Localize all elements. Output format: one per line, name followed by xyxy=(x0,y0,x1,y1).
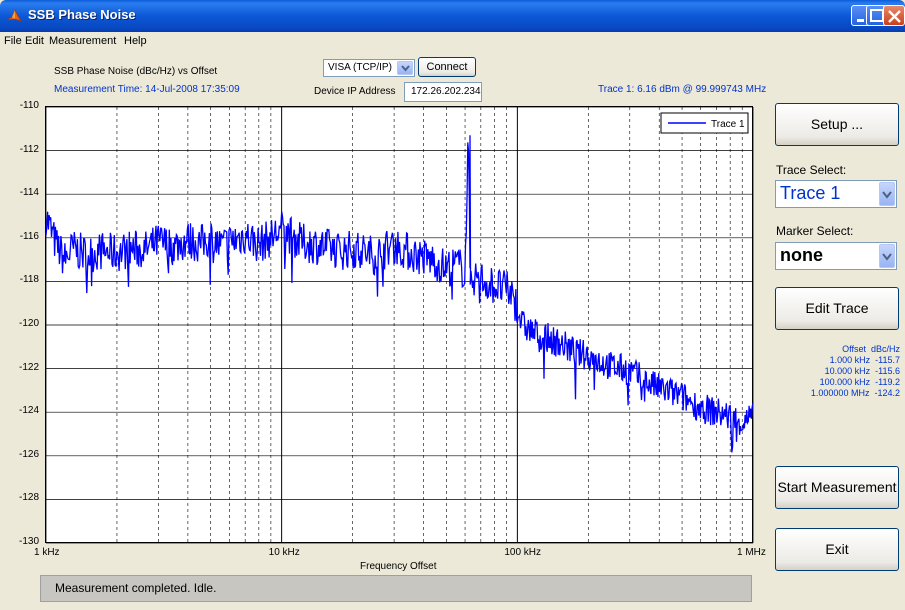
window-title: SSB Phase Noise xyxy=(28,7,136,22)
y-tick-label: -130 xyxy=(18,536,39,547)
close-icon xyxy=(888,10,901,23)
y-tick-label: -116 xyxy=(19,230,39,242)
status-bar: Measurement completed. Idle. xyxy=(40,575,752,602)
trace-select-value: Trace 1 xyxy=(780,183,841,203)
marker-value: -119.2 xyxy=(875,377,900,387)
y-tick-label: -118 xyxy=(19,274,39,286)
x-tick-label: 10 kHz xyxy=(268,547,300,558)
marker-value: -115.6 xyxy=(875,366,900,376)
menu-help[interactable]: Help xyxy=(124,35,147,47)
marker-table: Offset dBc/Hz 1.000 kHz -115.7 10.000 kH… xyxy=(780,344,900,399)
x-axis-label: Frequency Offset xyxy=(360,561,437,572)
menu-measurement[interactable]: Measurement xyxy=(49,35,117,47)
menu-file[interactable]: File xyxy=(4,35,22,47)
trace-1-line xyxy=(45,135,754,453)
marker-value: -124.2 xyxy=(874,388,900,398)
marker-row: 1.000 kHz -115.7 xyxy=(780,355,900,366)
marker-select-label: Marker Select: xyxy=(776,224,854,238)
y-tick-label: -126 xyxy=(18,448,39,460)
device-ip-field[interactable]: 172.26.202.234 xyxy=(404,82,482,102)
interface-select-value: VISA (TCP/IP) xyxy=(328,62,392,73)
marker-header-unit: dBc/Hz xyxy=(870,344,900,354)
interface-dropdown-arrow[interactable] xyxy=(397,61,413,75)
x-tick-label: 1 MHz xyxy=(737,547,766,558)
y-tick-label: -114 xyxy=(19,187,39,199)
connect-button[interactable]: Connect xyxy=(418,57,476,77)
y-tick-label: -110 xyxy=(19,100,39,111)
marker-row: 10.000 kHz -115.6 xyxy=(780,366,900,377)
plot-header-title: SSB Phase Noise (dBc/Hz) vs Offset xyxy=(54,66,218,77)
edit-trace-button[interactable]: Edit Trace xyxy=(775,287,899,330)
marker-table-header: Offset dBc/Hz xyxy=(780,344,900,355)
marker-select[interactable]: none xyxy=(775,242,897,270)
menu-edit[interactable]: Edit xyxy=(25,35,44,47)
chevron-down-icon xyxy=(882,253,892,261)
trace-group xyxy=(45,135,754,453)
exit-button[interactable]: Exit xyxy=(775,528,899,571)
interface-select[interactable]: VISA (TCP/IP) xyxy=(323,59,415,77)
marker-offset: 1.000000 MHz xyxy=(810,388,870,398)
marker-dropdown-arrow[interactable] xyxy=(879,244,895,268)
marker-offset: 100.000 kHz xyxy=(819,377,871,387)
menu-bar: File Edit Measurement Help xyxy=(0,32,905,50)
chevron-down-icon xyxy=(882,191,892,199)
marker-select-value: none xyxy=(780,245,823,265)
marker-header-offset: Offset xyxy=(842,344,866,354)
trace-info: Trace 1: 6.16 dBm @ 99.999743 MHz xyxy=(598,84,767,95)
y-tick-label: -128 xyxy=(18,492,39,504)
marker-row: 1.000000 MHz -124.2 xyxy=(780,388,900,399)
plot-area xyxy=(45,106,753,543)
trace-dropdown-arrow[interactable] xyxy=(879,182,895,206)
chart-legend: Trace 1 xyxy=(660,112,749,134)
measurement-time: Measurement Time: 14-Jul-2008 17:35:09 xyxy=(54,84,240,95)
y-tick-label: -120 xyxy=(18,318,39,329)
trace-select[interactable]: Trace 1 xyxy=(775,180,897,208)
device-ip-label: Device IP Address xyxy=(314,86,396,97)
x-tick-label: 100 kHz xyxy=(504,547,542,558)
marker-offset: 10.000 kHz xyxy=(824,366,871,376)
y-tick-label: -112 xyxy=(19,143,39,155)
minimize-icon xyxy=(857,19,864,22)
y-tick-label: -122 xyxy=(18,361,39,373)
chevron-down-icon xyxy=(401,65,410,72)
marker-offset: 1.000 kHz xyxy=(829,355,871,365)
setup-button[interactable]: Setup ... xyxy=(775,103,899,146)
chart-grid xyxy=(45,106,754,544)
matlab-icon xyxy=(6,9,22,22)
trace-select-label: Trace Select: xyxy=(776,163,847,177)
legend-label: Trace 1 xyxy=(711,119,745,130)
marker-row: 100.000 kHz -119.2 xyxy=(780,377,900,388)
x-tick-label: 1 kHz xyxy=(34,547,60,558)
close-button[interactable] xyxy=(883,5,905,26)
title-bar[interactable]: SSB Phase Noise xyxy=(0,0,905,32)
start-measurement-button[interactable]: Start Measurement xyxy=(775,466,899,509)
marker-value: -115.7 xyxy=(875,355,900,365)
y-tick-label: -124 xyxy=(18,405,39,417)
